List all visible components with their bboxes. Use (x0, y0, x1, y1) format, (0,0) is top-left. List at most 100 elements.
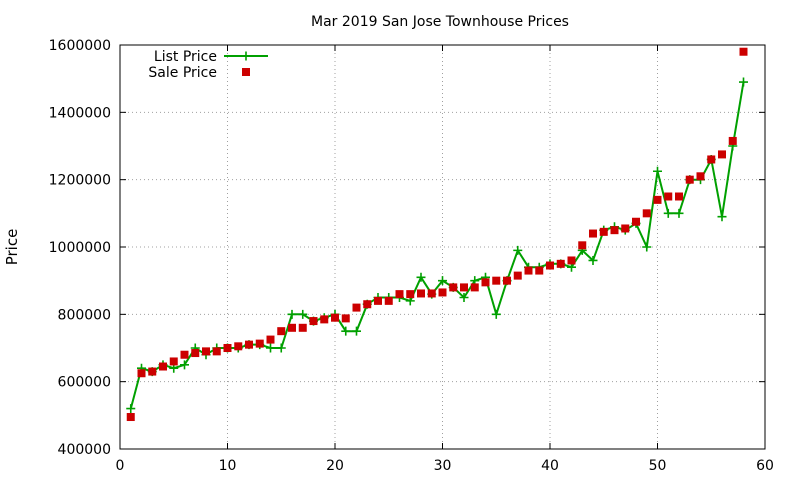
sale-price-point (180, 350, 189, 359)
x-tick-label: 50 (649, 458, 667, 474)
sale-price-point (589, 229, 597, 238)
series (126, 47, 748, 422)
list-price-point (717, 212, 727, 222)
sale-price-point (481, 278, 490, 287)
sale-price-point (685, 175, 694, 184)
list-price-point (126, 404, 136, 414)
sale-price-point (234, 342, 243, 351)
sale-price-point (524, 266, 533, 275)
list-price-point (491, 309, 501, 319)
grid (120, 45, 765, 449)
sale-price-point (374, 296, 382, 305)
axes: 400000 600000 800000 1000000 1200000 1400000 1… (49, 38, 774, 474)
y-tick-label: 600000 (58, 375, 111, 391)
sale-price-point (718, 150, 726, 159)
list-price-point (438, 276, 447, 286)
sale-price-point (513, 271, 522, 280)
sale-price-point (503, 276, 511, 285)
sale-price-point (675, 192, 683, 201)
list-price-point (180, 360, 189, 370)
list-price-point (642, 242, 652, 252)
x-tick-label: 10 (219, 458, 237, 474)
sale-price-point (567, 256, 576, 265)
sale-price-point (728, 136, 737, 145)
y-axis-label: Price (3, 229, 21, 266)
y-tick-label: 1000000 (49, 240, 111, 256)
sale-price-point (438, 288, 447, 297)
sale-price-point (470, 283, 479, 292)
list-price-point (513, 245, 523, 255)
sale-price-point (406, 290, 415, 299)
y-tick-label: 1400000 (49, 105, 111, 121)
list-price-point (341, 326, 351, 336)
sale-price-point (395, 290, 404, 299)
legend-label-list-price: List Price (154, 49, 217, 65)
sale-price-point (255, 339, 264, 348)
x-tick-label: 30 (434, 458, 452, 474)
chart-title: Mar 2019 San Jose Townhouse Prices (311, 14, 569, 30)
sale-price-point (223, 344, 232, 352)
list-price-point (653, 166, 662, 176)
sale-price-point (578, 241, 587, 250)
sale-price-point (159, 362, 167, 371)
y-tick-label: 400000 (58, 442, 111, 458)
sale-price-point (556, 259, 565, 268)
list-price-point (588, 255, 598, 265)
sale-price-point (707, 155, 716, 164)
legend-marker-list-price (241, 51, 251, 61)
sale-price-point (739, 47, 748, 56)
sale-price-point (621, 224, 630, 233)
list-price-point (266, 343, 275, 353)
sale-price-point (245, 340, 253, 349)
list-price-point (287, 309, 297, 319)
x-tick-label: 20 (326, 458, 344, 474)
sale-price-point (546, 261, 554, 270)
sale-price-point (535, 266, 544, 275)
sale-price-point (277, 327, 286, 336)
list-price-line (129, 81, 745, 409)
sale-price-point (653, 195, 662, 204)
y-tick-label: 800000 (58, 307, 111, 323)
list-price-point (298, 309, 308, 319)
x-tick-label: 40 (541, 458, 559, 474)
sale-price-point (352, 303, 361, 312)
sale-price-point (632, 217, 640, 226)
sale-price-point (298, 323, 307, 332)
sale-price-point (309, 317, 318, 326)
sale-price-series (126, 47, 748, 422)
list-price-point (416, 272, 426, 282)
sale-price-point (288, 323, 296, 332)
sale-price-point (599, 227, 608, 236)
list-price-point (663, 208, 673, 218)
sale-price-point (148, 367, 157, 376)
y-tick-label: 1600000 (49, 38, 111, 54)
sale-price-point (126, 413, 135, 422)
sale-price-point (341, 314, 350, 323)
x-tick-label: 0 (116, 458, 125, 474)
list-price-point (276, 343, 286, 353)
sale-price-point (492, 276, 501, 285)
legend-marker-sale-price (242, 68, 250, 76)
list-price-point (674, 208, 684, 218)
sale-price-point (460, 283, 468, 292)
sale-price-point (696, 172, 705, 181)
sale-price-point (331, 313, 339, 322)
sale-price-point (191, 349, 200, 358)
legend-label-sale-price: Sale Price (148, 65, 217, 81)
sale-price-point (427, 289, 436, 298)
sale-price-point (137, 369, 146, 378)
sale-price-point (320, 315, 329, 324)
sale-price-point (202, 347, 210, 356)
sale-price-point (266, 335, 275, 344)
sale-price-point (169, 357, 178, 366)
x-tick-label: 60 (756, 458, 774, 474)
list-price-point (739, 77, 748, 87)
list-price-point (459, 293, 469, 302)
sale-price-point (417, 289, 425, 298)
sale-price-point (610, 226, 619, 235)
sale-price-point (384, 296, 393, 305)
list-price-series (126, 77, 748, 414)
y-tick-label: 1200000 (49, 173, 111, 189)
sale-price-point (363, 300, 372, 309)
